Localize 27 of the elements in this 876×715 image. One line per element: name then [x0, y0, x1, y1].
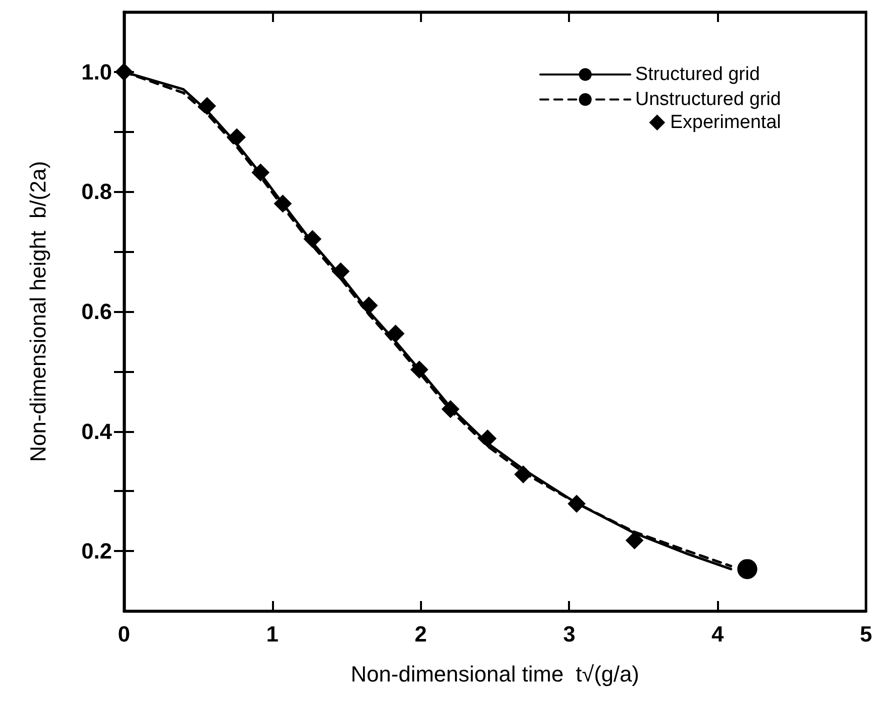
- point: [274, 194, 292, 213]
- point: [441, 400, 460, 418]
- point: [332, 262, 350, 280]
- point: [252, 164, 270, 182]
- y-tick-label: 1.0: [81, 59, 112, 84]
- point: [386, 324, 405, 343]
- x-tick-label: 1: [266, 622, 279, 646]
- legend-label: Structured grid: [635, 64, 760, 85]
- y-tick-label: 0.4: [81, 418, 113, 444]
- point: [514, 465, 532, 484]
- point: [568, 494, 586, 513]
- x-tick-label: 3: [563, 622, 576, 646]
- point: [737, 559, 758, 580]
- x-tick-label: 4: [711, 622, 724, 646]
- y-tick-label: 0.2: [81, 538, 112, 564]
- y-tick-label: 0.6: [81, 299, 112, 324]
- legend-label: Unstructured grid: [635, 89, 782, 110]
- y-tick-label: 0.8: [81, 179, 112, 204]
- x-tick-label: 2: [414, 622, 427, 646]
- legend-label: Experimental: [670, 112, 782, 133]
- x-tick-label: 5: [860, 622, 872, 646]
- y-axis-title: Non-dimensional height b/(2a): [26, 161, 50, 462]
- point: [303, 230, 322, 248]
- point: [410, 360, 428, 379]
- x-axis-title: Non-dimensional time t√(g/a): [350, 662, 640, 686]
- point: [198, 97, 216, 116]
- x-tick-label: 0: [118, 622, 130, 646]
